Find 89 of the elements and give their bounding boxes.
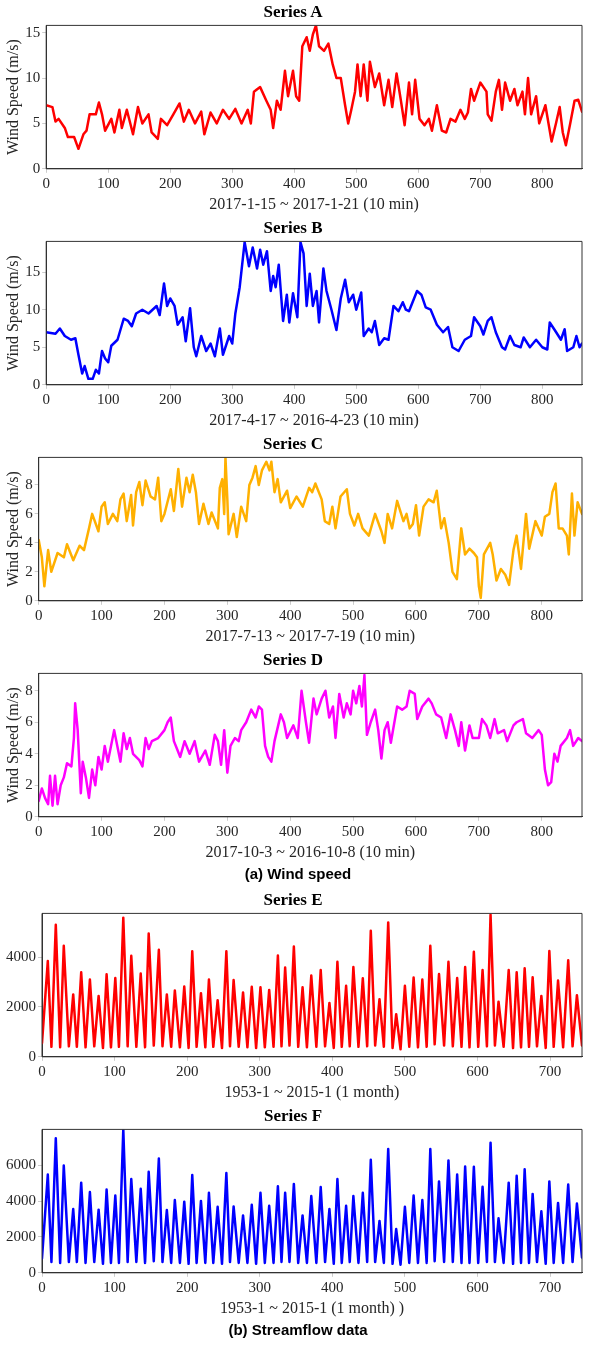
chart-title: Series B — [263, 217, 323, 237]
y-tick-label: 6000 — [6, 1156, 36, 1173]
y-tick-label: 10 — [25, 300, 41, 317]
x-tick-label: 800 — [531, 174, 554, 191]
x-tick-label: 200 — [158, 390, 182, 407]
y-tick-label: 15 — [25, 263, 41, 280]
text: (b) Streamflow data — [227, 1320, 369, 1340]
x-tick-label: 400 — [278, 822, 302, 839]
x-tick-label: 100 — [103, 1278, 126, 1295]
x-tick-label: 700 — [467, 606, 491, 623]
y-tick-label: 2 — [25, 776, 33, 793]
x-tick-label: 200 — [175, 1062, 199, 1079]
x-tick-label: 100 — [96, 390, 120, 407]
x-tick-label: 300 — [248, 1278, 271, 1295]
x-tick-label: 300 — [220, 174, 244, 191]
x-tick-label: 700 — [467, 822, 491, 839]
y-tick-label: 8 — [25, 681, 33, 698]
chart-title: Series E — [263, 889, 323, 909]
x-tick-label: 700 — [469, 174, 492, 191]
y-tick-label: 0 — [32, 159, 41, 176]
x-tick-label: 400 — [283, 174, 306, 191]
x-axis-title: 1953-1 ~ 2015-1 (1 month) ) — [219, 1298, 405, 1317]
x-tick-label: 400 — [321, 1062, 344, 1079]
y-tick-label: 4 — [25, 533, 34, 550]
y-tick-label: 5 — [32, 338, 41, 355]
x-tick-label: 200 — [153, 822, 176, 839]
x-tick-label: 500 — [393, 1062, 417, 1079]
x-tick-label: 700 — [469, 390, 492, 407]
y-tick-label: 15 — [25, 23, 41, 40]
y-tick-label: 5 — [32, 114, 41, 131]
x-tick-label: 600 — [466, 1278, 489, 1295]
x-tick-label: 300 — [216, 606, 239, 623]
x-tick-label: 800 — [530, 822, 554, 839]
y-tick-label: 2000 — [6, 997, 36, 1014]
x-tick-label: 500 — [341, 822, 365, 839]
x-tick-label: 300 — [220, 390, 244, 407]
x-tick-label: 300 — [216, 822, 239, 839]
y-tick-label: 0 — [28, 1263, 36, 1280]
x-tick-label: 600 — [466, 1062, 489, 1079]
x-tick-label: 500 — [341, 606, 365, 623]
y-tick-label: 4000 — [6, 1192, 36, 1209]
x-tick-label: 200 — [158, 174, 182, 191]
y-axis-title: Wind Speed (m/s) — [3, 39, 22, 155]
x-tick-label: 500 — [345, 174, 368, 191]
y-tick-label: 8 — [25, 475, 33, 492]
x-tick-label: 600 — [407, 390, 430, 407]
x-tick-label: 500 — [345, 390, 368, 407]
y-tick-label: 6 — [25, 713, 34, 730]
x-tick-label: 200 — [175, 1278, 199, 1295]
y-tick-label: 4000 — [6, 947, 36, 964]
x-tick-label: 600 — [407, 174, 430, 191]
text: (a) Wind speed — [243, 864, 353, 884]
y-tick-label: 2 — [25, 562, 33, 579]
x-tick-label: 300 — [248, 1062, 271, 1079]
y-axis-title: Wind Speed (m/s) — [3, 687, 22, 803]
y-tick-label: 4 — [25, 744, 34, 761]
x-tick-label: 200 — [153, 606, 176, 623]
x-tick-label: 600 — [404, 606, 428, 623]
x-tick-label: 400 — [283, 390, 306, 407]
x-tick-label: 400 — [321, 1278, 344, 1295]
y-tick-label: 0 — [28, 1047, 36, 1064]
y-tick-label: 6 — [25, 504, 34, 521]
chart-title: Series C — [263, 433, 323, 453]
chart-title: Series D — [263, 649, 323, 669]
y-tick-label: 0 — [25, 591, 33, 608]
x-tick-label: 500 — [393, 1278, 417, 1295]
chart-title: Series F — [263, 1105, 323, 1125]
y-axis-title: Wind Speed (m/s) — [3, 255, 22, 371]
x-axis-title: 2017-7-13 ~ 2017-7-19 (10 min) — [205, 626, 416, 645]
x-tick-label: 700 — [538, 1062, 562, 1079]
x-axis-title: 2017-1-15 ~ 2017-1-21 (10 min) — [209, 194, 419, 213]
x-tick-label: 700 — [538, 1278, 562, 1295]
y-tick-label: 0 — [25, 807, 33, 824]
x-tick-label: 600 — [404, 822, 428, 839]
x-tick-label: 400 — [278, 606, 302, 623]
x-axis-title: 2017-4-17 ~ 2016-4-23 (10 min) — [209, 410, 419, 429]
x-tick-label: 100 — [96, 174, 120, 191]
x-tick-label: 800 — [531, 390, 554, 407]
y-tick-label: 10 — [25, 68, 41, 85]
y-axis-title: Wind Speed (m/s) — [3, 471, 22, 587]
x-tick-label: 800 — [530, 606, 554, 623]
y-tick-label: 0 — [32, 375, 41, 392]
x-axis-title: 2017-10-3 ~ 2016-10-8 (10 min) — [205, 842, 416, 861]
x-tick-label: 100 — [90, 822, 113, 839]
x-axis-title: 1953-1 ~ 2015-1 (1 month) — [224, 1082, 400, 1101]
x-tick-label: 100 — [90, 606, 113, 623]
y-tick-label: 2000 — [6, 1227, 36, 1244]
x-tick-label: 100 — [103, 1062, 126, 1079]
chart-title: Series A — [263, 1, 324, 21]
